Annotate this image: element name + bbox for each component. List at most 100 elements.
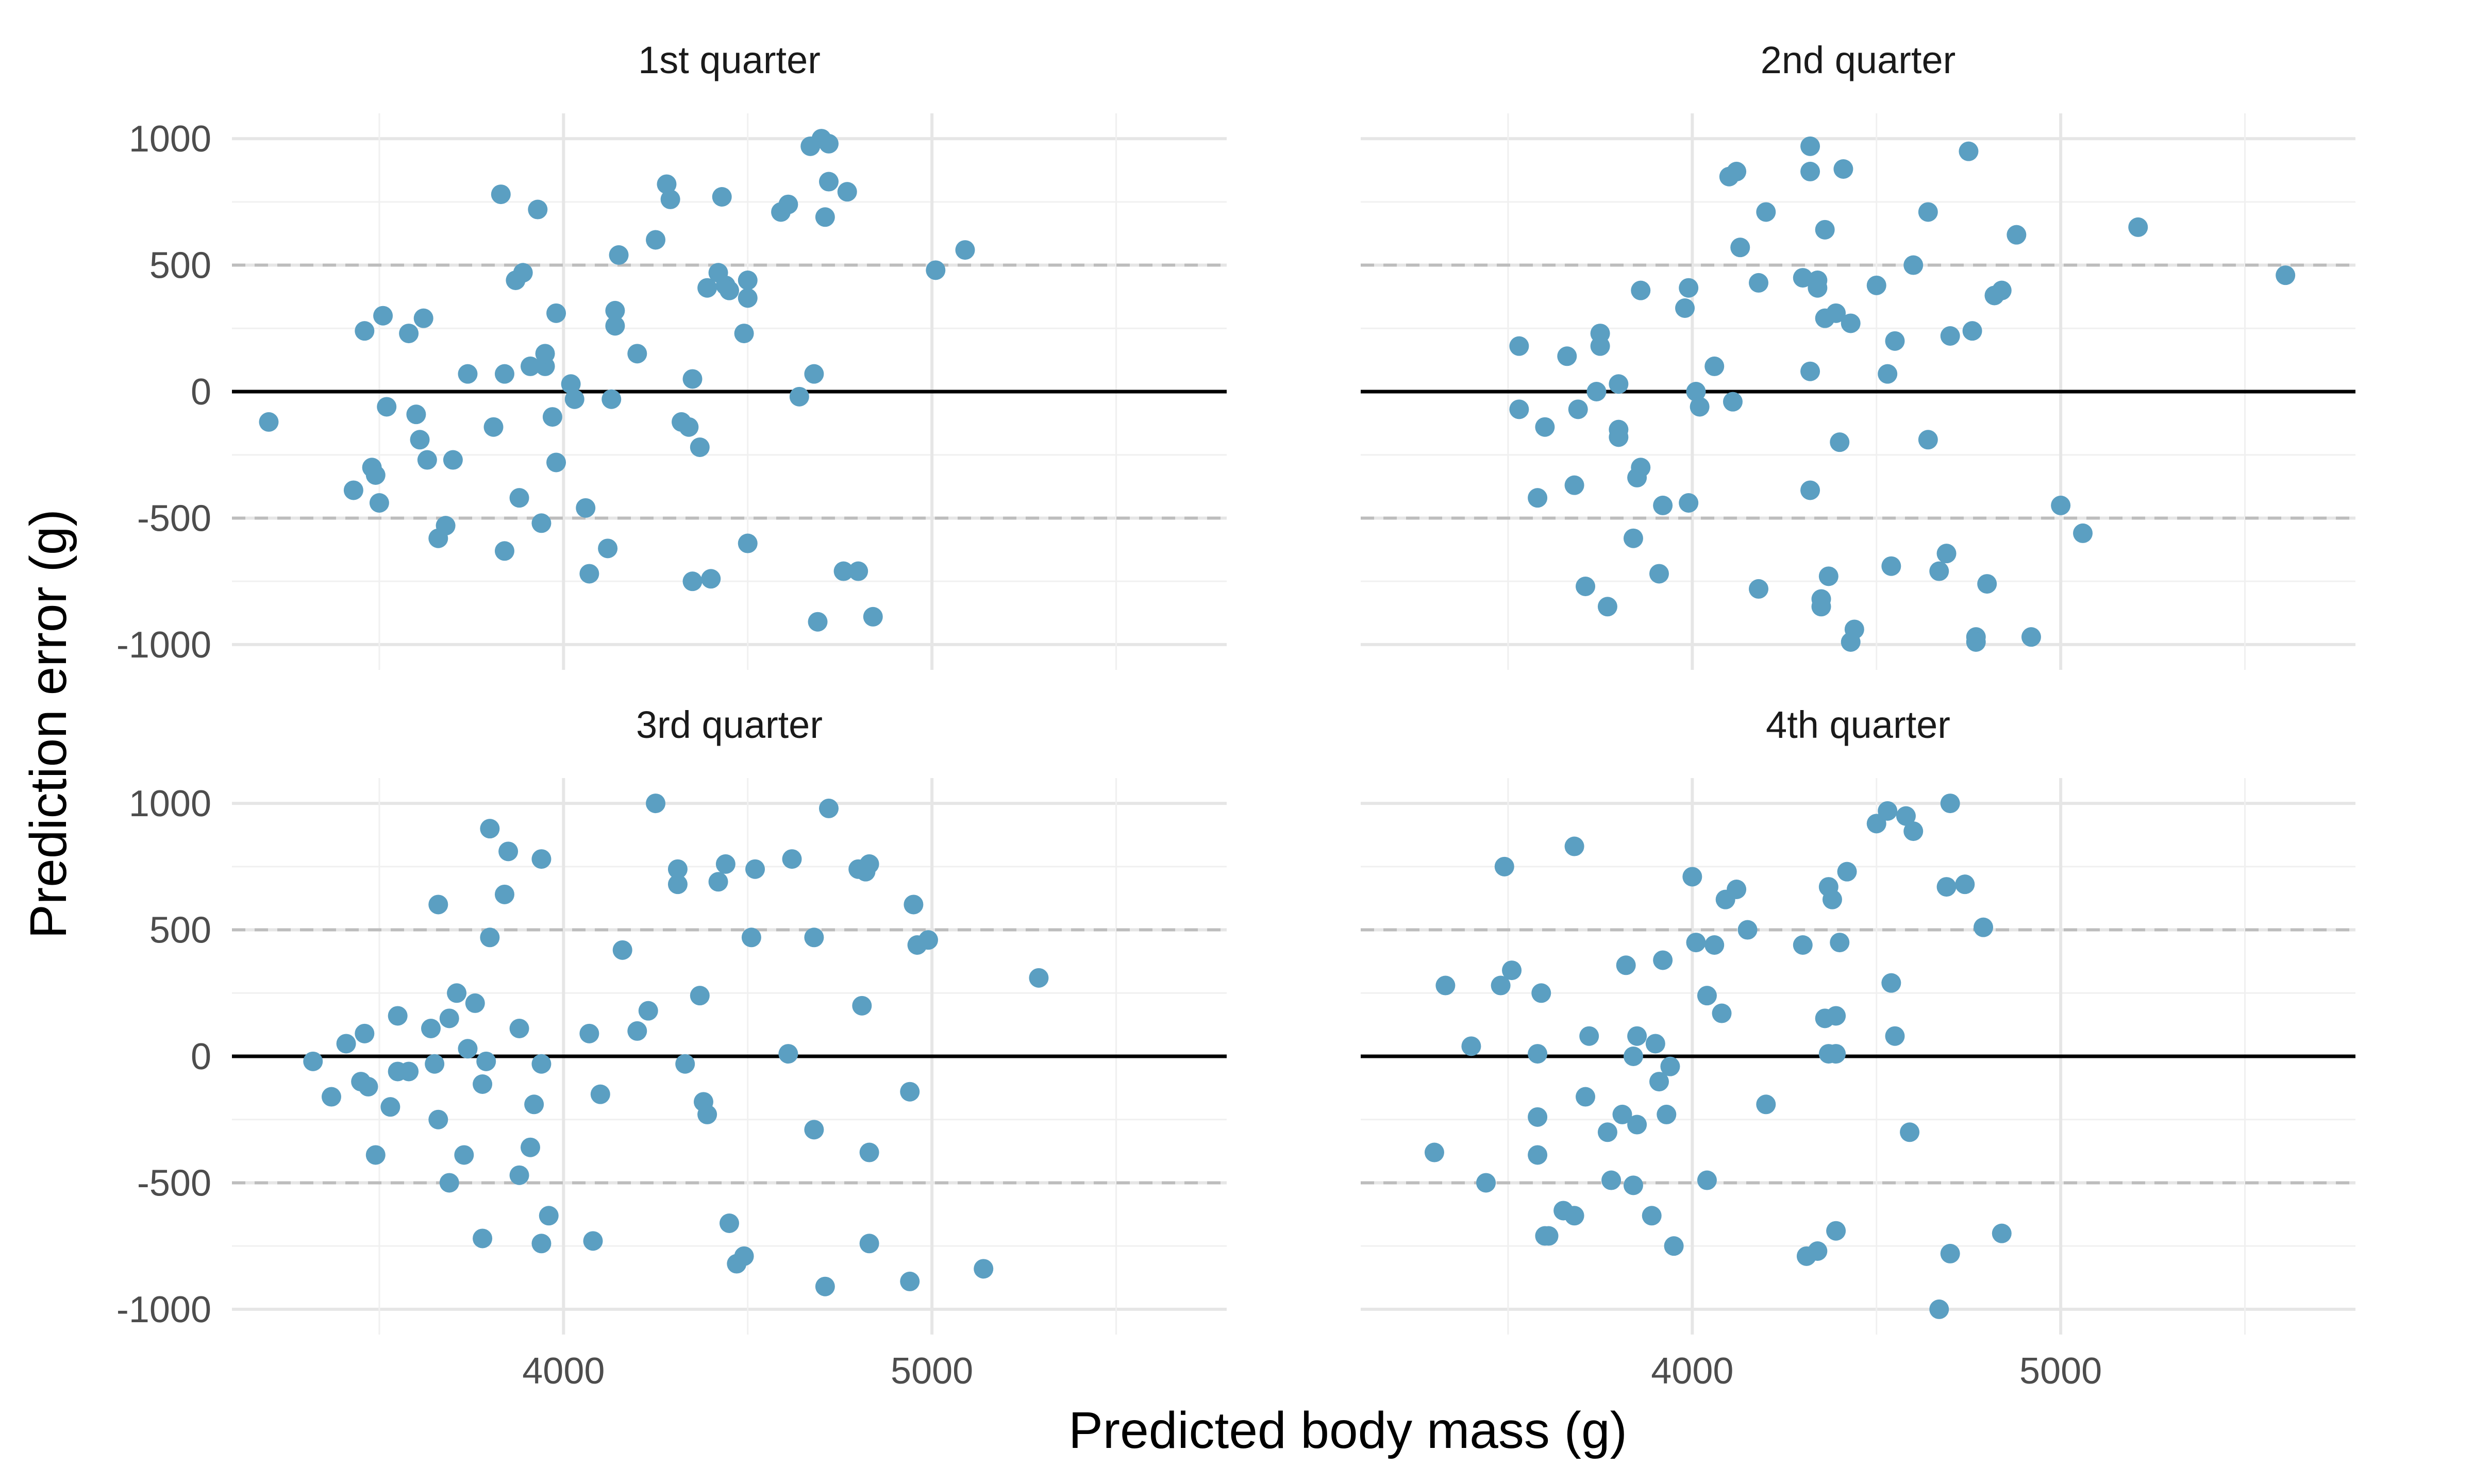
- data-point: [657, 174, 677, 194]
- data-point: [439, 1008, 459, 1028]
- data-point: [343, 480, 363, 500]
- data-point: [1697, 1170, 1717, 1190]
- data-point: [1712, 1003, 1732, 1023]
- data-point: [900, 1271, 920, 1291]
- data-point: [738, 533, 758, 553]
- data-point: [1704, 356, 1725, 376]
- data-point: [682, 571, 703, 592]
- data-point: [900, 1082, 920, 1102]
- data-point: [1627, 1115, 1647, 1135]
- data-point: [1793, 935, 1813, 955]
- data-point: [498, 841, 519, 862]
- panel-1: 1st quarter -1000 -500 0 500 1000: [116, 39, 1227, 670]
- data-point: [399, 324, 419, 344]
- data-point: [1576, 577, 1596, 596]
- data-point: [1837, 862, 1857, 882]
- data-point: [1704, 935, 1725, 955]
- data-point: [1896, 806, 1916, 826]
- data-point: [473, 1074, 493, 1094]
- data-point: [1435, 975, 1456, 996]
- data-point: [1808, 1241, 1828, 1261]
- data-point: [494, 364, 514, 384]
- data-point: [955, 240, 975, 260]
- data-point: [458, 364, 478, 384]
- data-point: [804, 1120, 824, 1140]
- data-point: [1590, 324, 1610, 344]
- data-point: [1657, 1104, 1677, 1124]
- data-point: [789, 386, 809, 407]
- data-point: [476, 1051, 496, 1071]
- x-tick-label: 5000: [891, 1351, 973, 1392]
- data-point: [1679, 493, 1699, 513]
- data-point: [1881, 973, 1901, 993]
- data-point: [590, 1084, 610, 1104]
- data-point: [465, 993, 485, 1013]
- data-point: [1756, 1094, 1776, 1115]
- data-point: [377, 397, 397, 417]
- data-point: [1631, 458, 1651, 478]
- data-point: [1461, 1036, 1481, 1056]
- data-point: [546, 452, 566, 473]
- panel-3: 3rd quarter -1000 -500 0 500 1000 4000 5000: [116, 703, 1227, 1392]
- data-point: [521, 356, 540, 376]
- data-point: [720, 280, 739, 300]
- data-point: [1955, 874, 1975, 895]
- data-point: [1653, 495, 1673, 515]
- data-point: [1528, 488, 1548, 508]
- y-tick-label: -1000: [116, 1289, 211, 1330]
- data-point: [1645, 1034, 1665, 1054]
- data-point: [1936, 877, 1957, 897]
- data-point: [1491, 975, 1511, 996]
- data-point: [428, 895, 448, 915]
- data-point: [815, 207, 835, 227]
- data-point: [579, 1023, 599, 1043]
- data-point: [1675, 298, 1695, 318]
- data-point: [1866, 275, 1886, 295]
- data-point: [564, 389, 584, 409]
- panel-title: 4th quarter: [1766, 703, 1950, 746]
- data-point: [425, 1054, 445, 1074]
- data-point: [859, 1234, 879, 1254]
- data-point: [1826, 303, 1846, 323]
- y-axis-title: Prediction error (g): [20, 509, 77, 939]
- data-point: [712, 187, 732, 207]
- data-point: [1697, 986, 1717, 1006]
- data-point: [1800, 161, 1820, 181]
- y-tick-label: 1000: [129, 119, 211, 160]
- data-point: [1940, 1243, 1960, 1263]
- data-point: [259, 412, 279, 432]
- data-point: [491, 184, 511, 205]
- data-point: [1601, 1170, 1622, 1190]
- data-point: [483, 417, 504, 437]
- y-tick-label: 500: [149, 910, 211, 951]
- data-point: [1528, 1145, 1548, 1165]
- data-point: [365, 465, 386, 485]
- data-point: [1502, 960, 1522, 981]
- data-point: [1826, 1221, 1846, 1241]
- data-point: [1609, 374, 1629, 394]
- data-point: [778, 194, 798, 214]
- data-point: [1818, 566, 1838, 586]
- data-point: [535, 344, 555, 364]
- x-tick-label: 4000: [1651, 1351, 1733, 1392]
- data-point: [480, 927, 500, 948]
- data-point: [852, 996, 872, 1016]
- data-point: [605, 316, 625, 336]
- data-point: [833, 561, 854, 581]
- data-point: [1822, 889, 1842, 909]
- data-point: [458, 1039, 478, 1059]
- data-point: [546, 303, 566, 323]
- data-point: [509, 488, 529, 508]
- y-tick-label: -500: [137, 498, 211, 539]
- data-point: [815, 1276, 835, 1296]
- data-point: [524, 1094, 544, 1115]
- data-point: [1653, 950, 1673, 970]
- data-point: [1597, 597, 1617, 617]
- data-point: [1623, 1047, 1643, 1066]
- data-point: [1966, 632, 1986, 652]
- data-point: [539, 1206, 559, 1226]
- data-point: [848, 561, 868, 581]
- data-point: [974, 1259, 994, 1279]
- data-point: [494, 541, 514, 561]
- data-point: [679, 417, 699, 437]
